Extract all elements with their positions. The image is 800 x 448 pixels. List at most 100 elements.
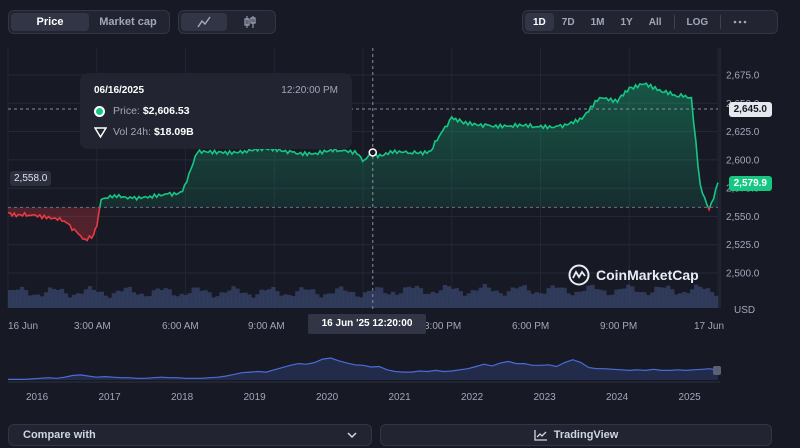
volume-bar <box>526 290 531 308</box>
navigator-handle[interactable] <box>713 366 721 375</box>
range-1d-button[interactable]: 1D <box>525 13 554 31</box>
volume-bar <box>331 293 336 308</box>
volume-bar <box>474 290 479 308</box>
tooltip-vol-label: Vol 24h: <box>113 126 151 138</box>
volume-bar <box>119 291 124 308</box>
range-1y-button[interactable]: 1Y <box>620 16 633 28</box>
range-7d-button[interactable]: 7D <box>561 16 575 28</box>
volume-bar <box>686 293 691 308</box>
volume-bar <box>634 291 639 308</box>
volume-bar <box>163 288 168 308</box>
volume-bar <box>131 292 136 308</box>
navigator-year-label: 2017 <box>99 392 122 403</box>
volume-bar <box>654 286 659 308</box>
volume-bar <box>514 288 519 308</box>
volume-bar <box>35 294 41 308</box>
log-scale-button[interactable]: LOG <box>686 16 709 28</box>
volume-bar <box>570 295 575 308</box>
volume-bar <box>598 289 603 308</box>
volume-bar <box>99 291 105 308</box>
volume-bar <box>31 294 37 308</box>
volume-bar <box>191 287 196 308</box>
volume-bar <box>550 285 555 308</box>
navigator-year-label: 2023 <box>534 392 557 403</box>
candlestick-icon[interactable] <box>227 13 273 31</box>
volume-bar <box>87 286 93 308</box>
volume-bar <box>402 287 408 308</box>
range-all-button[interactable]: All <box>648 16 662 28</box>
volume-bar <box>698 286 703 308</box>
volume-bar <box>538 293 543 308</box>
volume-bar <box>115 290 120 308</box>
volume-bar <box>682 291 687 308</box>
volume-bar <box>247 294 252 308</box>
volume-bar <box>51 288 57 308</box>
volume-bar <box>59 288 65 308</box>
volume-bar <box>466 293 471 308</box>
navigator-line <box>8 357 719 380</box>
volume-icon <box>94 126 107 138</box>
volume-bar <box>223 292 228 308</box>
volume-bar <box>203 290 208 308</box>
volume-bar <box>542 293 547 308</box>
market-cap-tab[interactable]: Market cap <box>99 16 157 28</box>
volume-bar <box>239 292 244 308</box>
volume-bar <box>674 294 679 308</box>
time-range-switch: 1D 7D 1M 1Y All LOG <box>522 10 778 34</box>
volume-bar <box>370 290 376 308</box>
tooltip-price-value: $2,606.53 <box>142 105 190 117</box>
range-navigator[interactable]: 2016 2017 2018 2019 2020 2021 2022 2023 2024 2025 <box>0 350 800 410</box>
range-1m-button[interactable]: 1M <box>590 16 605 28</box>
volume-bar <box>39 296 45 308</box>
price-area-down <box>8 207 718 241</box>
volume-bar <box>275 291 280 308</box>
chevron-down-icon <box>347 432 357 438</box>
watermark-text: CoinMarketCap <box>596 267 699 283</box>
volume-bar <box>215 296 220 308</box>
volume-bar <box>498 293 503 308</box>
volume-bar <box>490 291 495 308</box>
volume-bar <box>195 287 200 308</box>
volume-bar <box>590 284 595 308</box>
navigator-year-label: 2021 <box>389 392 412 403</box>
y-tick-label: 2,675.0 <box>726 71 760 82</box>
volume-bar <box>175 296 180 308</box>
volume-bar <box>227 290 232 308</box>
x-tick-label: 3:00 PM <box>424 321 461 332</box>
volume-bar <box>8 290 13 308</box>
currency-label: USD <box>734 305 755 316</box>
volume-bar <box>123 287 128 308</box>
volume-bar <box>235 288 240 308</box>
x-tick-label: 9:00 AM <box>248 321 285 332</box>
line-chart-icon[interactable] <box>181 13 227 31</box>
navigator-year-label: 2025 <box>679 392 702 403</box>
price-tab[interactable]: Price <box>11 13 89 31</box>
chart-style-switch <box>178 10 276 34</box>
volume-bar <box>207 292 212 308</box>
price-line-up <box>98 82 719 208</box>
volume-bars <box>8 284 719 308</box>
navigator-year-label: 2016 <box>26 392 49 403</box>
volume-bar <box>558 287 563 308</box>
volume-bar <box>398 293 404 308</box>
y-tick-label: 2,550.0 <box>726 212 760 223</box>
volume-bar <box>111 293 116 308</box>
compare-with-dropdown[interactable]: Compare with <box>8 424 372 446</box>
volume-bar <box>702 288 707 308</box>
volume-bar <box>438 290 444 308</box>
tradingview-button[interactable]: TradingView <box>380 424 772 446</box>
volume-bar <box>187 293 192 308</box>
volume-bar <box>450 288 456 308</box>
volume-bar <box>255 294 260 308</box>
volume-bar <box>323 294 328 308</box>
volume-bar <box>315 294 320 308</box>
volume-bar <box>199 290 204 308</box>
price-chart[interactable]: 2,675.02,650.02,625.02,600.02,575.02,550… <box>0 40 800 340</box>
volume-bar <box>159 290 164 308</box>
y-tick-label: 2,600.0 <box>726 155 760 166</box>
volume-bar <box>602 290 607 308</box>
crosshair-time-tag: 16 Jun '25 12:20:00 <box>308 314 426 334</box>
more-horizontal-icon[interactable] <box>725 13 755 31</box>
volume-bar <box>139 293 144 308</box>
volume-bar <box>454 288 460 308</box>
